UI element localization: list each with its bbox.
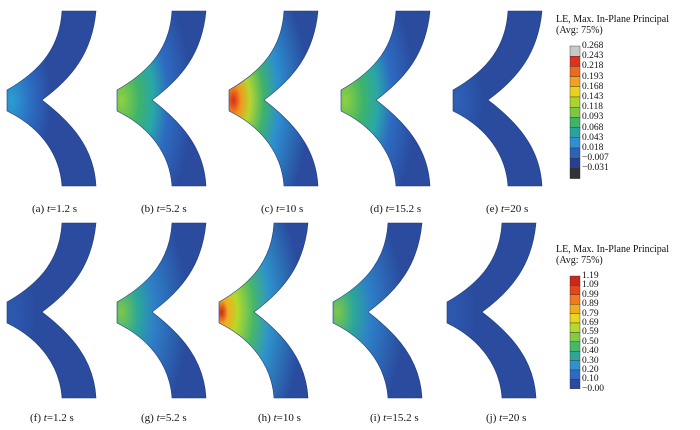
legend-tick-label: 0.093 [582,112,604,123]
legend-swatch [569,86,581,98]
legend-tick-label: 0.40 [582,346,599,357]
contour-panel-a [6,10,97,187]
legend-tick-label: 0.018 [582,143,604,153]
contour-panel-j [446,222,537,399]
contour-panel-i [332,222,423,399]
legend-swatch [569,137,581,149]
legend-swatch [569,294,581,305]
contour-panel-d [340,10,431,187]
legend-tick-label: 0.143 [582,92,604,102]
contour-panel-g [116,222,207,399]
legend-tick-label: 0.118 [582,102,604,113]
legend-tick-label: 0.20 [582,365,599,375]
legend-swatch [569,106,581,118]
legend-swatch [569,157,581,169]
contour-panel-b [116,10,207,187]
legend-title-bottom: LE, Max. In-Plane Principal (Avg: 75%) [556,244,670,266]
legend-tick-label: 0.068 [582,122,604,133]
contour-panel-c [228,10,319,187]
legend-tick-label: 0.59 [582,327,599,338]
legend-tick-label: 0.243 [582,51,604,62]
legend-swatch [569,304,581,314]
legend-swatch [569,341,581,352]
caption-f: (f) t=1.2 s [30,412,74,424]
legend-tick-label: 0.193 [582,71,604,82]
legend-tick-label: 0.043 [582,132,604,143]
caption-e: (e) t=20 s [486,203,529,215]
caption-g: (g) t=5.2 s [141,412,187,424]
legend-swatch [569,322,581,333]
legend-tick-label: 0.89 [582,299,599,310]
legend-tick-label: −0.031 [582,163,609,174]
legend-tick-label: 0.99 [582,289,599,300]
legend-swatch [569,369,581,380]
contour-panel-f [6,222,97,399]
contour-panel-h [218,222,309,399]
legend-swatch [569,66,581,77]
legend-swatch [569,379,581,389]
legend-tick-label: 0.268 [582,41,604,51]
caption-j: (j) t=20 s [486,412,527,424]
legend-tick-label: 0.10 [582,374,599,385]
caption-d: (d) t=15.2 s [370,203,422,215]
legend-swatch [569,96,581,108]
contour-panel-e [452,10,543,187]
caption-c: (c) t=10 s [261,203,304,215]
legend-colorbar-top [569,45,581,179]
legend-swatch [569,360,581,371]
legend-tick-label: 1.19 [582,271,599,281]
legend-swatch [569,332,581,342]
legend-swatch [569,285,581,295]
caption-a: (a) t=1.2 s [32,203,78,215]
legend-swatch [569,351,581,361]
legend-tick-label: 0.30 [582,355,599,366]
legend-tick-label: 0.79 [582,308,599,319]
legend-swatch [569,76,581,87]
legend-tick-label: 0.218 [582,61,604,72]
legend-tick-label: 0.50 [582,336,599,347]
legend-swatch [569,147,581,159]
legend-colorbar-bottom [569,275,581,389]
legend-tick-label: 1.09 [582,280,599,291]
caption-h: (h) t=10 s [258,412,301,424]
legend-swatch [569,313,581,324]
legend-swatch [569,45,581,57]
legend-tick-label: −0.007 [582,153,609,164]
legend-swatch [569,127,581,138]
legend-swatch [569,275,581,286]
legend-tick-label: 0.168 [582,81,604,92]
legend-swatch [569,56,581,67]
caption-i: (i) t=15.2 s [370,412,419,424]
caption-b: (b) t=5.2 s [141,203,187,215]
legend-title-top: LE, Max. In-Plane Principal (Avg: 75%) [556,14,670,36]
legend-tick-label: −0.00 [582,383,604,394]
legend-swatch [569,117,581,128]
legend-tick-label: 0.69 [582,318,599,328]
legend-swatch [569,168,581,179]
